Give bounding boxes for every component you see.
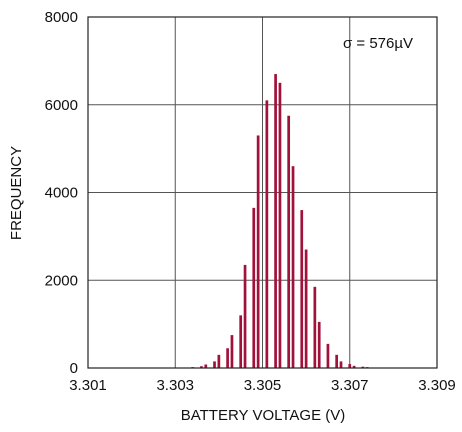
y-tick-label: 0 bbox=[70, 360, 78, 377]
histogram-bar bbox=[278, 82, 282, 368]
histogram-bar bbox=[265, 100, 269, 369]
x-tick-label: 3.301 bbox=[69, 377, 107, 394]
histogram-bar bbox=[326, 343, 330, 368]
histogram-bar bbox=[252, 207, 256, 368]
histogram-bar bbox=[274, 74, 277, 368]
histogram-bar bbox=[239, 315, 243, 368]
histogram-bar bbox=[226, 348, 229, 368]
sigma-annotation: σ = 576µV bbox=[343, 35, 413, 52]
x-axis-label: BATTERY VOLTAGE (V) bbox=[181, 407, 345, 424]
y-tick-labels: 0 2000 4000 6000 8000 bbox=[45, 9, 78, 377]
histogram-bar bbox=[300, 210, 304, 368]
y-axis-label: FREQUENCY bbox=[8, 146, 25, 240]
plot-frame bbox=[87, 16, 438, 369]
histogram-bar bbox=[217, 354, 221, 368]
histogram-bar bbox=[256, 135, 260, 368]
histogram-bar bbox=[213, 361, 216, 368]
y-tick-label: 8000 bbox=[45, 9, 78, 26]
histogram-bar bbox=[287, 115, 291, 368]
grid bbox=[87, 16, 438, 369]
x-tick-label: 3.309 bbox=[418, 377, 456, 394]
x-tick-label: 3.305 bbox=[244, 377, 282, 394]
histogram-bar bbox=[313, 286, 317, 368]
x-tick-labels: 3.301 3.303 3.305 3.307 3.309 bbox=[69, 377, 456, 394]
histogram-bar bbox=[291, 166, 295, 368]
histogram-bar bbox=[317, 321, 321, 368]
x-tick-label: 3.307 bbox=[331, 377, 369, 394]
histogram-bar bbox=[339, 361, 343, 368]
histogram-bar bbox=[304, 249, 308, 368]
bars bbox=[186, 74, 404, 369]
histogram-bar bbox=[361, 366, 365, 368]
y-tick-label: 4000 bbox=[45, 185, 78, 202]
histogram-bar bbox=[243, 264, 247, 368]
histogram-bar bbox=[200, 366, 203, 368]
histogram-bar bbox=[348, 364, 352, 368]
histogram-bar bbox=[352, 365, 356, 368]
histogram-bar bbox=[335, 354, 339, 368]
y-tick-label: 2000 bbox=[45, 272, 78, 289]
x-tick-label: 3.303 bbox=[156, 377, 194, 394]
histogram-bar bbox=[230, 335, 234, 368]
histogram-bar bbox=[204, 364, 208, 368]
y-tick-label: 6000 bbox=[45, 97, 78, 114]
